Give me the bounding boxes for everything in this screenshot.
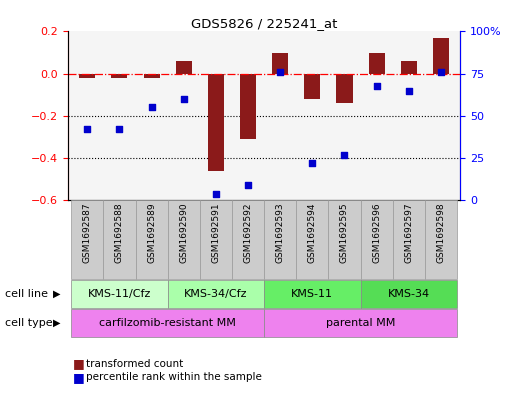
Bar <box>433 38 449 73</box>
FancyBboxPatch shape <box>425 200 457 279</box>
Bar <box>208 73 224 171</box>
FancyBboxPatch shape <box>168 200 200 279</box>
Text: ■: ■ <box>73 371 85 384</box>
FancyBboxPatch shape <box>71 280 168 308</box>
Bar <box>336 73 353 103</box>
Text: KMS-11: KMS-11 <box>291 289 333 299</box>
Text: GSM1692593: GSM1692593 <box>276 203 285 263</box>
Point <box>276 69 285 75</box>
FancyBboxPatch shape <box>296 200 328 279</box>
Point <box>83 126 92 132</box>
Text: GSM1692597: GSM1692597 <box>404 203 413 263</box>
Text: GSM1692595: GSM1692595 <box>340 203 349 263</box>
Text: ■: ■ <box>73 357 85 370</box>
Text: KMS-34/Cfz: KMS-34/Cfz <box>184 289 247 299</box>
Text: GSM1692590: GSM1692590 <box>179 203 188 263</box>
Bar <box>176 61 192 73</box>
FancyBboxPatch shape <box>264 309 457 337</box>
Text: carfilzomib-resistant MM: carfilzomib-resistant MM <box>99 318 236 328</box>
Point <box>340 152 349 158</box>
Bar <box>240 73 256 139</box>
FancyBboxPatch shape <box>264 280 360 308</box>
Text: transformed count: transformed count <box>86 358 184 369</box>
Bar <box>111 73 128 78</box>
Point <box>244 182 252 188</box>
Text: GSM1692596: GSM1692596 <box>372 203 381 263</box>
FancyBboxPatch shape <box>328 200 360 279</box>
Point <box>308 160 316 166</box>
Text: ▶: ▶ <box>53 289 60 299</box>
Text: KMS-34: KMS-34 <box>388 289 430 299</box>
FancyBboxPatch shape <box>104 200 135 279</box>
Bar <box>369 53 385 73</box>
Point <box>147 104 156 110</box>
Text: cell type: cell type <box>5 318 53 328</box>
Text: GSM1692591: GSM1692591 <box>211 203 220 263</box>
FancyBboxPatch shape <box>264 200 296 279</box>
Text: GSM1692592: GSM1692592 <box>244 203 253 263</box>
Point <box>179 96 188 102</box>
Point <box>115 126 123 132</box>
Text: cell line: cell line <box>5 289 48 299</box>
Text: GSM1692587: GSM1692587 <box>83 203 92 263</box>
Point <box>372 83 381 89</box>
Bar <box>272 53 288 73</box>
FancyBboxPatch shape <box>360 280 457 308</box>
Text: ▶: ▶ <box>53 318 60 328</box>
FancyBboxPatch shape <box>135 200 168 279</box>
Bar <box>401 61 417 73</box>
Text: KMS-11/Cfz: KMS-11/Cfz <box>88 289 151 299</box>
Point <box>437 69 445 75</box>
FancyBboxPatch shape <box>393 200 425 279</box>
Bar <box>143 73 160 78</box>
FancyBboxPatch shape <box>232 200 264 279</box>
Text: percentile rank within the sample: percentile rank within the sample <box>86 372 262 382</box>
Text: GSM1692594: GSM1692594 <box>308 203 317 263</box>
Text: GSM1692598: GSM1692598 <box>437 203 446 263</box>
Point <box>212 191 220 197</box>
FancyBboxPatch shape <box>360 200 393 279</box>
Bar <box>304 73 321 99</box>
FancyBboxPatch shape <box>71 309 264 337</box>
Point <box>405 87 413 94</box>
Bar <box>79 73 95 78</box>
Title: GDS5826 / 225241_at: GDS5826 / 225241_at <box>191 17 337 30</box>
Text: parental MM: parental MM <box>326 318 395 328</box>
FancyBboxPatch shape <box>168 280 264 308</box>
FancyBboxPatch shape <box>71 200 104 279</box>
Text: GSM1692589: GSM1692589 <box>147 203 156 263</box>
FancyBboxPatch shape <box>200 200 232 279</box>
Text: GSM1692588: GSM1692588 <box>115 203 124 263</box>
